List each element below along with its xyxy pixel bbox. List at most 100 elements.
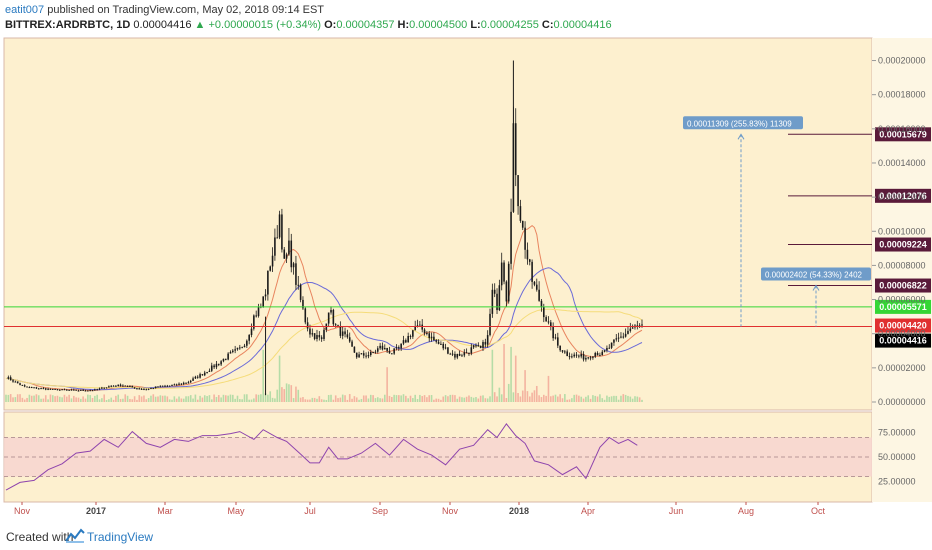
volume-bar <box>222 394 225 402</box>
volume-bar <box>456 398 459 402</box>
volume-bar <box>517 393 519 402</box>
volume-bar <box>80 398 82 402</box>
candle-body <box>96 389 98 391</box>
time-axis[interactable]: Nov 2017 Mar May Jul Sep Nov 2018 Apr Jun Aug Oct <box>14 502 826 516</box>
volume-bar <box>94 395 96 402</box>
candle-body <box>269 266 272 271</box>
candle-body <box>617 337 620 339</box>
volume-bar <box>395 395 398 402</box>
volume-bar <box>19 394 21 402</box>
volume-bar <box>161 395 164 402</box>
candle-body <box>337 325 339 327</box>
candle-body <box>9 377 12 381</box>
candle-body <box>465 352 468 354</box>
candle-body <box>463 352 466 356</box>
candle-body <box>381 345 384 350</box>
volume-bar <box>166 396 169 402</box>
volume-bar <box>507 383 510 402</box>
candle-body <box>150 388 152 390</box>
candle-body <box>592 356 594 358</box>
candle-body <box>608 347 611 349</box>
volume-bar <box>496 396 498 402</box>
volume-bar <box>433 399 435 402</box>
volume-bar <box>14 397 17 402</box>
volume-bar <box>362 395 365 402</box>
volume-bar <box>58 396 61 402</box>
candle-body <box>351 341 353 347</box>
candle-body <box>14 381 17 383</box>
volume-bar <box>599 394 601 402</box>
candle-body <box>117 384 120 387</box>
volume-bar <box>505 397 508 402</box>
volume-bar <box>500 394 503 402</box>
candle-body <box>461 355 463 357</box>
volume-bar <box>122 398 124 402</box>
candle-body <box>37 388 40 390</box>
horizontal-levels[interactable]: 0.00015679 0.00012076 0.00009224 0.00006822… <box>4 127 931 348</box>
volume-bar <box>334 395 337 402</box>
candle-body <box>131 386 134 388</box>
volume-bar <box>236 395 239 402</box>
volume-bar <box>288 384 290 402</box>
volume-bar <box>49 394 52 402</box>
author-link[interactable]: eatit007 <box>5 4 45 16</box>
volume-bar <box>430 395 433 402</box>
volume-bar <box>54 396 56 402</box>
volume-bar <box>320 399 323 402</box>
candle-body <box>16 381 19 384</box>
candle-body <box>250 328 253 336</box>
candle-body <box>101 387 103 389</box>
volume-bar <box>70 398 73 402</box>
volume-bar <box>351 398 353 402</box>
volume-bar <box>206 396 208 402</box>
volume-bar <box>255 394 257 402</box>
candle-body <box>264 294 267 297</box>
volume-bar <box>44 395 47 402</box>
candle-body <box>58 389 61 391</box>
volume-bar <box>203 395 206 402</box>
volume-bar <box>213 394 215 402</box>
candle-body <box>201 374 204 376</box>
volume-bar <box>98 399 101 402</box>
candle-body <box>477 345 480 347</box>
candle-body <box>21 384 24 386</box>
volume-bar <box>585 396 587 402</box>
volume-bar <box>486 398 489 402</box>
candle-body <box>313 333 316 339</box>
volume-bar <box>37 395 40 402</box>
volume-bar <box>302 397 304 402</box>
candle-body <box>580 354 583 357</box>
price-tick-label: 0.00012000 <box>878 192 926 202</box>
volume-bar <box>28 394 31 402</box>
volume-bar <box>383 394 386 402</box>
candle-body <box>578 355 580 357</box>
candle-body <box>166 385 169 387</box>
measurement-tools[interactable]: 0.00011309 (255.83%) 11309 0.00002402 (54… <box>683 116 871 327</box>
ma-slow-line <box>5 308 643 389</box>
candle-body <box>224 358 227 360</box>
price-chart[interactable]: 0.00015679 0.00012076 0.00009224 0.00006822… <box>0 36 932 524</box>
price-tick-label: 0.00006000 <box>878 295 926 305</box>
volume-bar <box>5 394 7 402</box>
candle-body <box>98 388 101 390</box>
volume-bar <box>63 394 66 402</box>
candle-body <box>246 340 248 346</box>
volume-bar <box>61 397 63 402</box>
candle-body <box>180 383 183 385</box>
candle-body <box>124 385 127 387</box>
candle-body <box>638 325 641 327</box>
candle-body <box>521 220 524 228</box>
chart-header: eatit007 published on TradingView.com, M… <box>0 0 932 36</box>
volume-bar <box>168 399 171 402</box>
volume-bar <box>592 395 594 402</box>
candle-body <box>306 322 309 329</box>
price-axis[interactable]: 0.00020000 0.00018000 0.00016000 0.00014000… <box>872 56 926 407</box>
candle-body <box>505 281 508 302</box>
low-value: 0.00004255 <box>480 19 539 31</box>
candle-body <box>407 335 409 343</box>
candle-body <box>28 387 31 389</box>
volume-bar <box>594 395 597 402</box>
level-tag-label: 0.00005571 <box>879 302 927 312</box>
tradingview-brand[interactable]: TradingView <box>87 530 154 544</box>
volume-bar <box>603 399 606 402</box>
